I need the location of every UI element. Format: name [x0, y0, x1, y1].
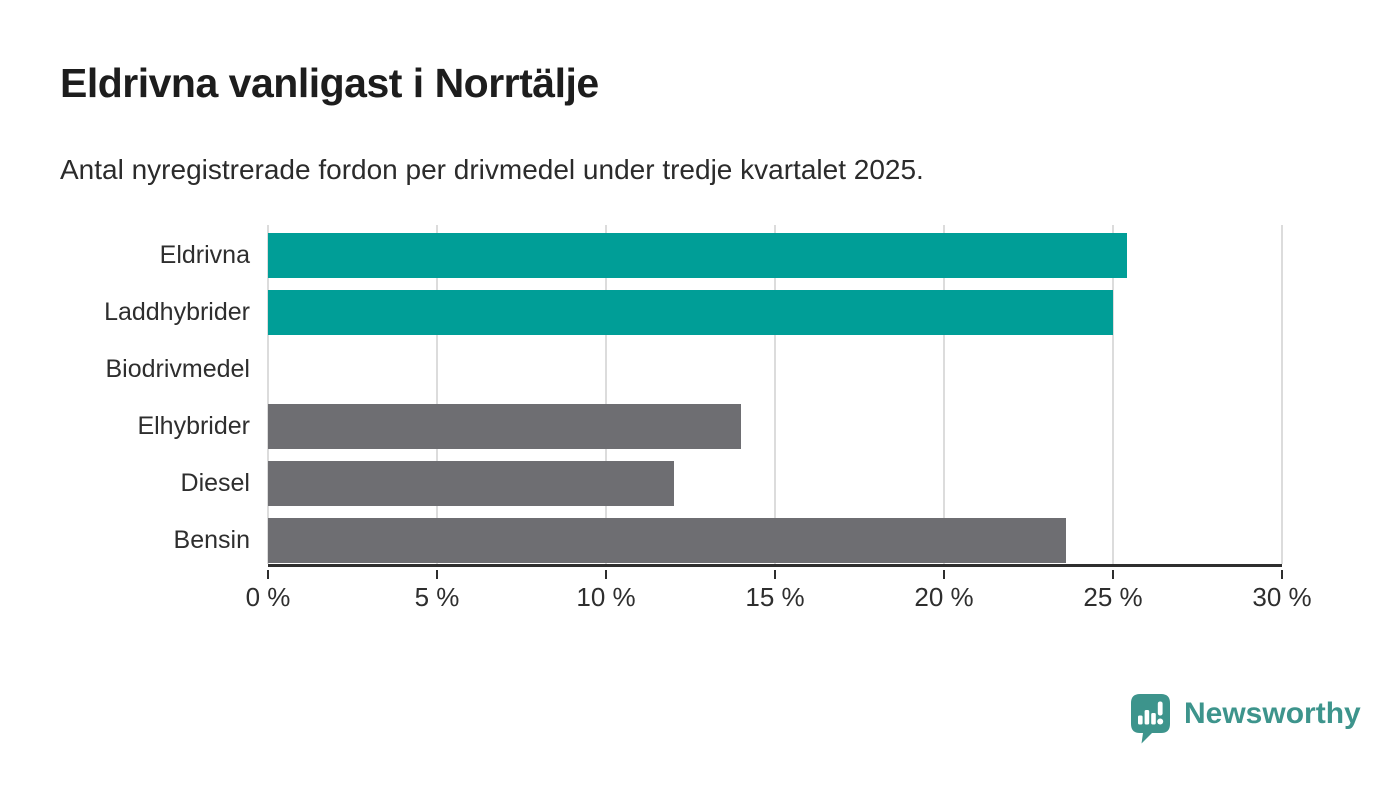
newsworthy-logo-icon: [1131, 694, 1170, 744]
gridline-10: [605, 225, 607, 564]
x-tick-label: 0 %: [245, 582, 291, 612]
x-tick-label: 15 %: [745, 582, 805, 612]
category-label: Eldrivna: [159, 241, 250, 269]
category-label: Diesel: [180, 469, 250, 497]
x-tick-label: 25 %: [1083, 582, 1143, 612]
chart-subtitle: Antal nyregistrerade fordon per drivmede…: [60, 154, 924, 185]
category-label: Bensin: [173, 526, 250, 554]
gridline-15: [774, 225, 776, 564]
gridline-0: [267, 225, 269, 564]
x-tick-mark: [605, 570, 607, 579]
x-tick-mark: [943, 570, 945, 579]
plot-area: [267, 225, 1283, 567]
bar-eldrivna: [268, 233, 1127, 278]
brand-name: Newsworthy: [1184, 697, 1361, 730]
x-tick-label: 5 %: [414, 582, 460, 612]
bar-elhybrider: [268, 404, 742, 449]
x-tick-mark: [267, 570, 269, 579]
brand-logo: Newsworthy: [1130, 693, 1361, 744]
x-tick-mark: [436, 570, 438, 579]
x-tick-mark: [1112, 570, 1114, 579]
category-label-column: Eldrivna Laddhybrider Biodrivmedel Elhybrid…: [0, 225, 250, 567]
x-tick-mark: [1281, 570, 1283, 579]
x-tick-label: 30 %: [1252, 582, 1312, 612]
x-tick-label: 20 %: [914, 582, 974, 612]
category-label: Laddhybrider: [104, 298, 250, 326]
category-label: Biodrivmedel: [105, 355, 250, 383]
bar-diesel: [268, 461, 674, 506]
gridline-5: [436, 225, 438, 564]
gridline-30: [1281, 225, 1283, 564]
bar-laddhybrider: [268, 290, 1113, 335]
category-label: Elhybrider: [137, 412, 250, 440]
x-tick-label: 10 %: [576, 582, 636, 612]
gridline-25: [1112, 225, 1114, 564]
chart-title: Eldrivna vanligast i Norrtälje: [60, 60, 599, 106]
bar-bensin: [268, 518, 1066, 563]
x-tick-mark: [774, 570, 776, 579]
gridline-20: [943, 225, 945, 564]
